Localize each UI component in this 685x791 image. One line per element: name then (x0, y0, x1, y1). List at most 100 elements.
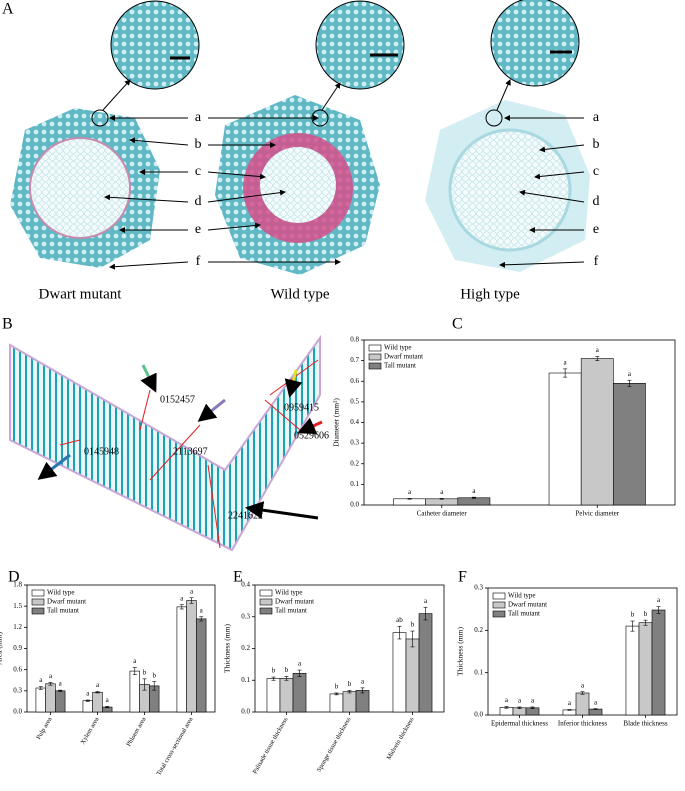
bar (355, 690, 370, 713)
legend-swatch (259, 589, 273, 597)
significance-letter: a (106, 696, 110, 704)
significance-letter: a (424, 597, 428, 605)
error-bar (410, 630, 415, 648)
y-tick-label: 0.4 (350, 418, 359, 426)
error-bar (152, 681, 157, 691)
error-bar (189, 597, 194, 604)
y-axis-label: Thickness (mm) (456, 627, 465, 676)
bar (55, 690, 66, 713)
x-tick-label: Palisade tissue thickness (251, 716, 289, 775)
measurement: 2241622 (228, 510, 263, 521)
pointer (129, 137, 189, 146)
bar (638, 622, 653, 716)
y-tick-label: 0.1 (474, 668, 483, 676)
error-bar (48, 682, 53, 686)
y-tick-label: 0.3 (350, 439, 359, 447)
error-bar (504, 706, 509, 709)
legend-label: Tall mutant (275, 607, 307, 615)
structure-label: e (593, 222, 599, 237)
significance-letter: a (518, 697, 522, 705)
panel-letter: D (8, 569, 20, 586)
y-tick-label: 0.6 (350, 377, 359, 385)
magnifier (315, 0, 405, 90)
error-bar (284, 676, 289, 681)
error-bar (38, 686, 43, 690)
x-tick-label: Xylem area (79, 716, 100, 746)
error-bar (199, 616, 204, 622)
y-tick-label: 0.1 (350, 480, 359, 488)
bar (129, 670, 140, 713)
y-tick-label: 1.2 (13, 623, 22, 631)
measurement: 0529606 (294, 430, 329, 441)
legend-swatch (492, 610, 506, 618)
x-tick-label: Midvein thickness (386, 716, 416, 761)
y-tick-label: 0.2 (241, 644, 250, 652)
structure-label: a (593, 110, 600, 125)
panel-letter: C (452, 316, 463, 333)
measurement: 0152457 (160, 394, 195, 405)
pointer (207, 171, 266, 180)
panel-letter: A (2, 1, 14, 18)
bar (45, 683, 56, 713)
panel-letter: B (2, 316, 13, 333)
legend-label: Wild type (508, 592, 536, 600)
leaf-section (9, 334, 321, 552)
structure-label: d (593, 194, 600, 209)
error-bar (471, 496, 476, 499)
error-bar (142, 678, 147, 691)
y-tick-label: 0.9 (13, 644, 22, 652)
y-tick-label: 0.0 (13, 708, 22, 716)
error-bar (580, 691, 585, 695)
y-tick-label: 0.6 (13, 665, 22, 673)
legend-label: Wild type (384, 344, 412, 352)
y-tick-label: 0.0 (241, 708, 250, 716)
y-tick-label: 1.8 (13, 581, 22, 589)
y-tick-label: 0.7 (350, 356, 359, 364)
bar (548, 372, 582, 506)
bar (457, 497, 491, 506)
significance-letter: b (644, 610, 648, 618)
legend-label: Wild type (275, 589, 303, 597)
y-tick-label: 0.5 (350, 397, 359, 405)
measurement: 0959415 (284, 402, 319, 413)
bar (342, 691, 357, 713)
significance-letter: a (180, 594, 184, 602)
y-axis-label: Thickness (mm) (223, 624, 232, 673)
error-bar (643, 619, 648, 626)
legend-swatch (31, 598, 45, 606)
caption: Dwart mutant (39, 286, 123, 302)
legend-swatch (368, 344, 382, 352)
bar (279, 678, 294, 713)
bar (392, 632, 407, 713)
legend-swatch (31, 607, 45, 615)
significance-letter: a (408, 488, 412, 496)
bar (562, 709, 577, 716)
error-bar (530, 706, 535, 709)
legend-label: Wild type (47, 589, 75, 597)
structure-label: c (195, 164, 201, 179)
bar (580, 358, 614, 506)
y-tick-label: 0.3 (474, 584, 483, 592)
error-bar (567, 709, 572, 711)
legend-swatch (259, 607, 273, 615)
pointer (207, 189, 286, 203)
pointer (207, 222, 261, 231)
significance-letter: b (411, 621, 415, 629)
panel-letter: F (458, 569, 467, 586)
error-bar (517, 706, 522, 709)
legend-swatch (259, 598, 273, 606)
significance-letter: a (361, 677, 365, 685)
legend-label: Tall mutant (47, 607, 79, 615)
x-tick-label: Phloem area (125, 716, 147, 748)
y-tick-label: 0.0 (350, 501, 359, 509)
error-bar (179, 604, 184, 610)
panel-a-micrographs (10, 0, 590, 275)
error-bar (593, 708, 598, 710)
structure-label: f (594, 254, 599, 269)
y-tick-label: 0.0 (474, 711, 483, 719)
caption: Wild type (271, 286, 330, 302)
pointer (499, 261, 585, 268)
pith (448, 128, 572, 252)
significance-letter: a (298, 660, 302, 668)
